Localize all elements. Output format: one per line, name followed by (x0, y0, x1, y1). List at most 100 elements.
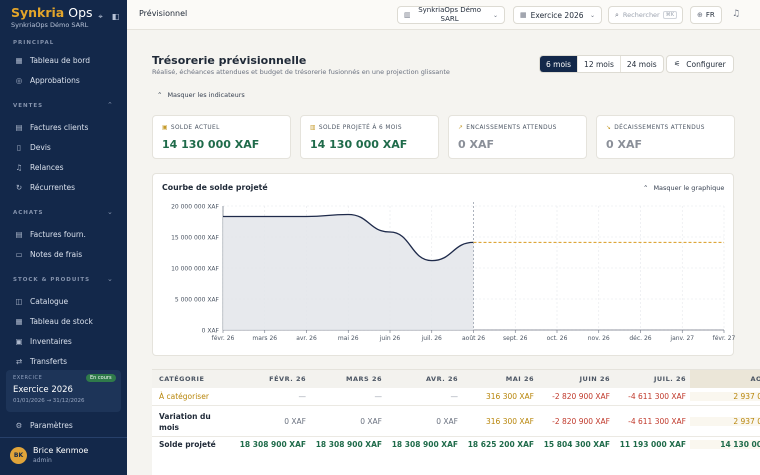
sidebar: Synkria Ops SynkriaOps Démo SARL ⌖ ◧ PRI… (0, 0, 127, 475)
column-header: MAI 26 (462, 370, 538, 388)
x-tick-label: mars 26 (252, 335, 277, 342)
kpi-label: SOLDE ACTUEL (170, 125, 220, 131)
sidebar-item-approbations[interactable]: ◎ Approbations (7, 71, 120, 89)
chart-card: 0 XAF 5 000 000 XAF 10 000 000 XAF 15 000 0… (152, 173, 735, 356)
brand-logo[interactable]: Synkria Ops (11, 5, 93, 20)
expense-icon: ▭ (15, 249, 23, 259)
column-header: AVR. 26 (386, 370, 462, 388)
table-cell: -2 820 900 XAF (552, 417, 610, 426)
kpi-card-solde-actuel: ▣ SOLDE ACTUEL 14 130 000 XAF (152, 115, 291, 159)
kpi-card-decaissements: ↘ DÉCAISSEMENTS ATTENDUS 0 XAF (596, 115, 735, 159)
actual-line (223, 213, 474, 262)
range-selector: 6 mois 12 mois 24 mois (539, 55, 664, 73)
sidebar-item-tableau-de-bord[interactable]: ▦ Tableau de bord (7, 51, 120, 69)
x-tick-label: sept. 26 (503, 335, 528, 342)
sidebar-item-tableau-de-stock[interactable]: ▦ Tableau de stock (7, 312, 120, 330)
column-header: JUIN 26 (538, 370, 614, 388)
sidebar-item-label: Factures fourn. (30, 229, 86, 239)
hide-chart-toggle[interactable]: ⌃ Masquer le graphique (643, 184, 724, 192)
user-name: Brice Kenmoe (33, 446, 89, 455)
receipt-icon: ▤ (15, 229, 23, 239)
table-cell: 2 937 0 (690, 417, 760, 426)
kpi-value: 14 130 000 XAF (310, 138, 408, 151)
column-header: CATÉGORIE (152, 370, 234, 388)
sidebar-item-notes-de-frais[interactable]: ▭ Notes de frais (7, 245, 120, 263)
sidebar-item-transferts[interactable]: ⇄ Transferts (7, 352, 120, 370)
y-tick-label: 20 000 000 XAF (171, 204, 219, 211)
bell-icon[interactable]: ♫ (732, 9, 741, 19)
x-tick-label: mai 26 (338, 335, 359, 342)
chevron-down-icon[interactable]: ⌄ (107, 208, 113, 216)
exercise-select-value: Exercice 2026 (530, 10, 584, 20)
table-cell: — (298, 392, 307, 401)
sidebar-item-catalogue[interactable]: ◫ Catalogue (7, 292, 120, 310)
balance-chart: 0 XAF 5 000 000 XAF 10 000 000 XAF 15 000 0… (171, 202, 735, 342)
check-circle-icon: ◎ (15, 75, 23, 85)
repeat-icon: ↻ (15, 182, 23, 192)
sidebar-item-label: Devis (30, 142, 51, 152)
sidebar-item-devis[interactable]: ▯ Devis (7, 138, 120, 156)
exercice-title: Exercice 2026 (13, 385, 73, 395)
trend-up-icon: ↗ (458, 125, 464, 131)
search-input[interactable]: ⌕ Rechercher ⌘K (608, 6, 683, 24)
column-header: JUIL. 26 (614, 370, 690, 388)
x-tick-label: août 26 (462, 335, 485, 342)
page-title: Trésorerie prévisionnelle (152, 54, 307, 67)
company-select[interactable]: ▥ SynkriaOps Démo SARL ⌄ (397, 6, 505, 24)
x-tick-label: juil. 26 (421, 335, 442, 342)
row-divider (152, 436, 760, 437)
hide-indicators-toggle[interactable]: ⌃ Masquer les indicateurs (157, 91, 245, 99)
building-icon: ▥ (404, 11, 411, 19)
page-subtitle: Réalisé, échéances attendues et budget d… (152, 68, 450, 76)
avatar[interactable]: BK (10, 447, 27, 464)
sidebar-item-label: Paramètres (30, 420, 73, 430)
chevron-up-icon[interactable]: ⌃ (107, 101, 113, 109)
row-label: À catégoriser (159, 392, 209, 401)
pin-icon[interactable]: ⌖ (98, 12, 103, 21)
search-placeholder: Rechercher (622, 11, 660, 19)
table-cell: -4 611 300 XAF (628, 392, 686, 401)
row-divider (152, 405, 760, 406)
configure-button[interactable]: ⚟ Configurer (666, 55, 734, 73)
range-12-months[interactable]: 12 mois (577, 56, 620, 72)
table-cell: -2 820 900 XAF (552, 392, 610, 401)
sidebar-item-parametres[interactable]: ⚙ Paramètres (7, 416, 120, 434)
column-header: AO (690, 370, 760, 388)
sidebar-item-inventaires[interactable]: ▣ Inventaires (7, 332, 120, 350)
x-tick-label: juin 26 (379, 335, 401, 342)
row-label: Variation du mois (159, 412, 211, 432)
wallet-icon: ▣ (162, 125, 168, 131)
kpi-value: 0 XAF (606, 138, 642, 151)
chevron-down-icon: ⌄ (492, 11, 498, 19)
section-ventes: VENTES (13, 103, 44, 109)
section-principal: PRINCIPAL (13, 40, 55, 46)
collapse-sidebar-icon[interactable]: ◧ (111, 12, 120, 21)
sidebar-item-relances[interactable]: ♫ Relances (7, 158, 120, 176)
kpi-card-solde-projete: ▥ SOLDE PROJETÉ À 6 MOIS 14 130 000 XAF (300, 115, 439, 159)
hide-chart-label: Masquer le graphique (653, 184, 725, 192)
language-select[interactable]: ⊕ FR (690, 6, 722, 24)
exercise-select[interactable]: ▦ Exercice 2026 ⌄ (513, 6, 602, 24)
y-tick-label: 5 000 000 XAF (175, 297, 220, 304)
table-cell: 0 XAF (360, 417, 382, 426)
range-24-months[interactable]: 24 mois (619, 56, 663, 72)
section-achats: ACHATS (13, 210, 44, 216)
x-tick-label: janv. 27 (669, 335, 694, 342)
search-icon: ⌕ (615, 10, 619, 19)
range-6-months[interactable]: 6 mois (540, 56, 578, 72)
table-cell: 18 308 900 XAF (239, 440, 306, 449)
invoice-icon: ▤ (15, 122, 23, 132)
sidebar-item-label: Récurrentes (30, 182, 76, 192)
table-cell: 18 625 200 XAF (467, 440, 534, 449)
sidebar-item-recurrentes[interactable]: ↻ Récurrentes (7, 178, 120, 196)
shortcut-hint: ⌘K (662, 11, 677, 19)
page-breadcrumb: Prévisionnel (139, 9, 188, 18)
sidebar-item-factures-fourn[interactable]: ▤ Factures fourn. (7, 225, 120, 243)
exercice-card[interactable]: EXERCICE En cours Exercice 2026 01/01/20… (6, 370, 121, 412)
hide-indicators-label: Masquer les indicateurs (167, 91, 245, 99)
sidebar-item-factures-clients[interactable]: ▤ Factures clients (7, 118, 120, 136)
y-tick-label: 15 000 000 XAF (171, 235, 219, 242)
globe-icon: ⊕ (697, 11, 703, 19)
chevron-down-icon[interactable]: ⌄ (107, 275, 113, 283)
x-tick-label: nov. 26 (588, 335, 610, 342)
